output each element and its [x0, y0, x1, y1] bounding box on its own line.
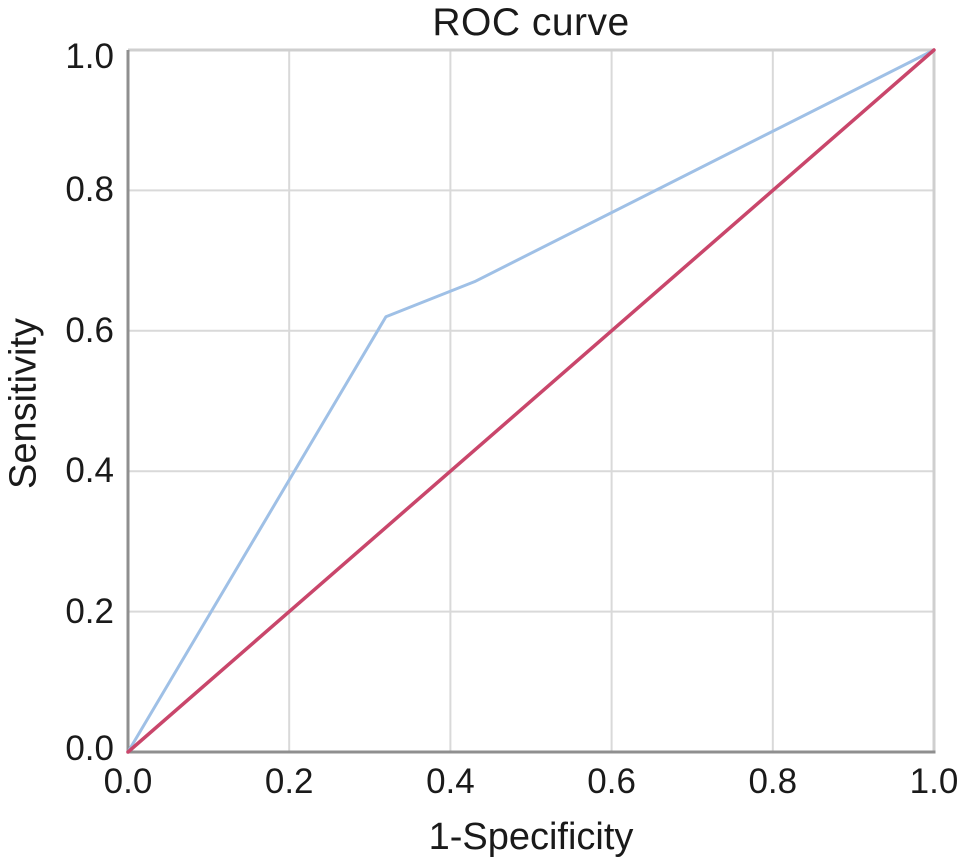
y-tick-label: 0.4 [65, 451, 114, 491]
x-tick-label: 1.0 [909, 762, 959, 801]
y-tick-label: 0.2 [65, 591, 114, 631]
y-tick-label: 0.8 [65, 170, 114, 210]
x-tick-label: 0.8 [748, 762, 798, 801]
chart-title: ROC curve [432, 1, 630, 44]
x-tick-label: 0.2 [264, 762, 314, 801]
reference-line [126, 48, 936, 754]
x-tick-label: 0.6 [587, 762, 636, 801]
x-tick-label: 0.0 [103, 762, 153, 801]
y-tick-label: 0.0 [65, 729, 114, 768]
y-tick-label: 0.6 [65, 310, 114, 350]
x-tick-label: 0.4 [426, 762, 475, 801]
y-tick-label: 1.0 [65, 37, 114, 76]
x-axis-title: 1-Specificity [428, 816, 634, 858]
roc-curve-line [126, 48, 936, 754]
